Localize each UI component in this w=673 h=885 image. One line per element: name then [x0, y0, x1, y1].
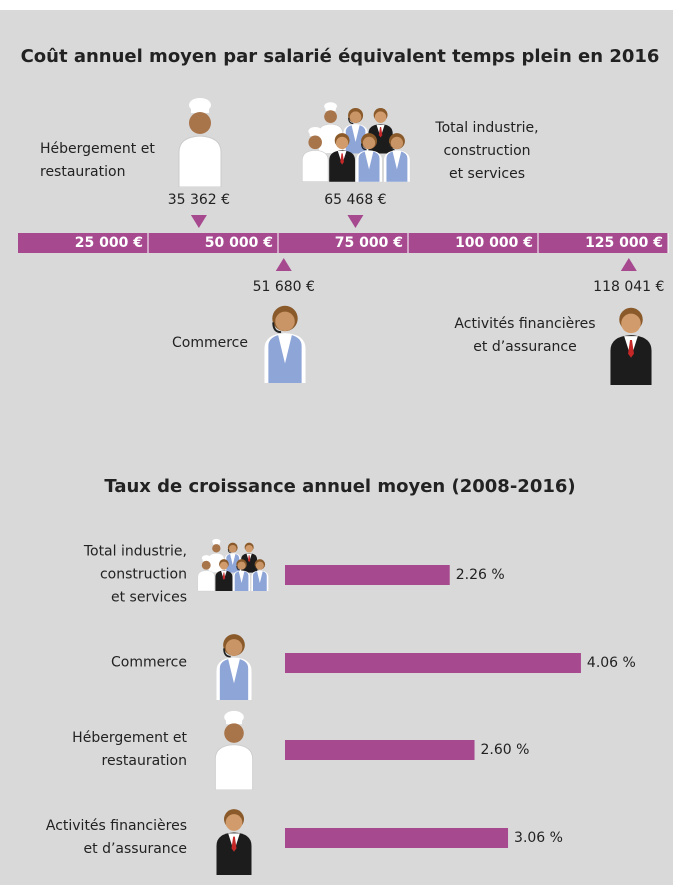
bar — [285, 653, 581, 673]
value-label: 51 680 € — [253, 279, 315, 295]
chart-title: Taux de croissance annuel moyen (2008-20… — [104, 476, 575, 497]
category-label: Activités financières et d’assurance — [454, 316, 596, 355]
category-label: Hébergement et restauration — [40, 141, 155, 180]
value-label: 118 041 € — [593, 279, 664, 295]
chart-title: Coût annuel moyen par salarié équivalent… — [21, 46, 660, 67]
value-label: 3.06 % — [514, 830, 563, 846]
bar — [285, 740, 475, 760]
category-label: Activités financières et d’assurance — [45, 818, 187, 857]
marker — [190, 215, 207, 228]
category-label: Total industrie, construction et service… — [83, 543, 187, 606]
marker — [347, 215, 364, 228]
x-tick-label: 50 000 € — [205, 235, 273, 251]
value-label: 2.26 % — [456, 567, 505, 583]
value-label: 35 362 € — [168, 192, 230, 208]
x-tick-label: 100 000 € — [455, 235, 533, 251]
x-tick-label: 75 000 € — [335, 235, 403, 251]
x-tick-label: 25 000 € — [75, 235, 143, 251]
bar — [285, 565, 450, 585]
value-label: 4.06 % — [587, 655, 636, 671]
marker — [275, 258, 292, 271]
value-label: 65 468 € — [324, 192, 386, 208]
x-tick-label: 125 000 € — [585, 235, 663, 251]
value-label: 2.60 % — [481, 742, 530, 758]
marker — [620, 258, 637, 271]
bar — [285, 828, 509, 848]
category-label: Commerce — [172, 335, 248, 351]
category-label: Commerce — [111, 654, 187, 671]
category-label: Total industrie, construction et service… — [435, 120, 539, 182]
axis-band — [18, 233, 668, 253]
category-label: Hébergement et restauration — [72, 730, 187, 769]
